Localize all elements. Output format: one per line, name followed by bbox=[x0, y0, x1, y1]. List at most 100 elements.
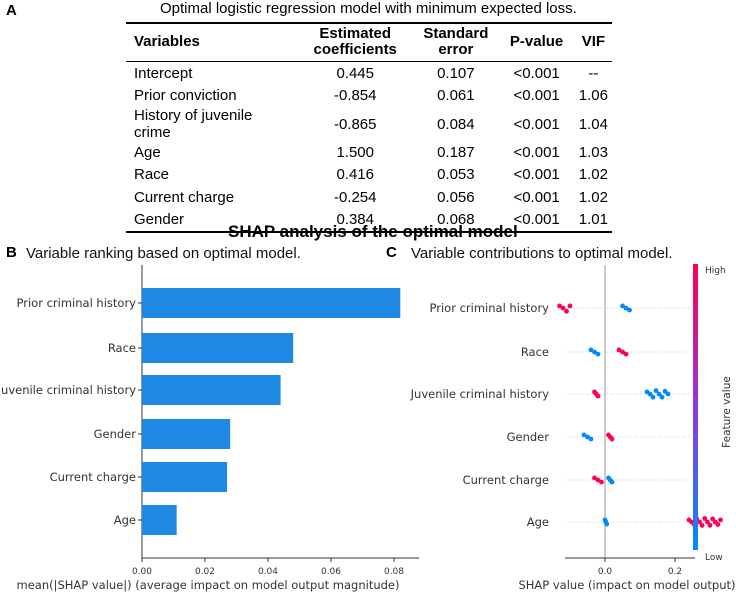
beeswarm-point bbox=[623, 351, 629, 357]
table-row: Current charge -0.254 0.056 <0.001 1.02 bbox=[126, 186, 612, 209]
y-tick-label: Current charge bbox=[50, 470, 136, 484]
beeswarm-point bbox=[581, 432, 587, 438]
bar bbox=[142, 333, 294, 363]
beeswarm-point bbox=[564, 308, 569, 314]
beeswarm-point bbox=[659, 394, 665, 400]
x-tick-label: 0.02 bbox=[195, 567, 215, 577]
bar bbox=[142, 462, 228, 492]
table-row: Gender 0.384 0.068 <0.001 1.01 bbox=[126, 208, 612, 233]
header-estimated-coefficients: Estimated coefficients bbox=[297, 22, 414, 62]
cell-coefficient: 1.500 bbox=[336, 143, 374, 161]
beeswarm-point bbox=[588, 436, 594, 442]
y-tick-label: Prior criminal history bbox=[430, 301, 550, 315]
x-tick-label: 0.2 bbox=[668, 567, 682, 577]
cell-p-value: <0.001 bbox=[498, 208, 575, 233]
beeswarm-point bbox=[653, 388, 659, 393]
cell-standard-error: 0.053 bbox=[437, 166, 475, 184]
header-standard-error: Standard error bbox=[413, 22, 499, 62]
header-p-value: P-value bbox=[498, 22, 575, 62]
cell-p-value: <0.001 bbox=[513, 87, 560, 105]
table-row: Prior conviction -0.854 0.061 <0.001 1.06 bbox=[126, 85, 612, 108]
beeswarm-point bbox=[604, 521, 610, 527]
y-tick-label: Age bbox=[527, 515, 549, 529]
cell-standard-error: 0.187 bbox=[437, 143, 475, 161]
header-vif: VIF bbox=[574, 22, 612, 62]
beeswarm-point bbox=[697, 519, 702, 525]
table-row: Age 1.500 0.187 <0.001 1.03 bbox=[126, 141, 612, 164]
cell-vif: 1.04 bbox=[578, 115, 608, 133]
cell-vif: 1.06 bbox=[578, 87, 608, 105]
cell-coefficient: 0.384 bbox=[297, 208, 414, 233]
beeswarm-point bbox=[656, 391, 662, 397]
beeswarm-point bbox=[718, 517, 723, 523]
cell-vif: 1.03 bbox=[578, 143, 608, 161]
beeswarm-point bbox=[585, 434, 590, 440]
y-tick-label: Gender bbox=[507, 430, 550, 444]
y-tick-label: Race bbox=[108, 341, 136, 355]
panel-b-letter: B bbox=[6, 244, 17, 261]
cell-variable: Prior conviction bbox=[134, 87, 237, 105]
cell-variable: Intercept bbox=[134, 64, 193, 82]
cell-coefficient: -0.854 bbox=[333, 87, 377, 105]
cell-p-value: <0.001 bbox=[513, 143, 560, 161]
cell-standard-error: 0.056 bbox=[437, 188, 475, 206]
panel-a-letter: A bbox=[6, 2, 17, 19]
table-header-row: Variables Estimated coefficients Standard… bbox=[126, 22, 612, 62]
panel-c-caption: Variable contributions to optimal model. bbox=[411, 245, 673, 262]
beeswarm-point bbox=[599, 479, 604, 485]
beeswarm-point bbox=[620, 303, 625, 309]
bar bbox=[142, 288, 401, 318]
table-row: History of juvenile crime -0.865 0.084 <0.0… bbox=[126, 107, 612, 141]
cell-vif: 1.01 bbox=[574, 208, 612, 233]
beeswarm-point bbox=[647, 391, 653, 397]
beeswarm-point bbox=[592, 475, 597, 481]
y-tick-label: Prior criminal history bbox=[17, 296, 137, 310]
y-tick-label: Race bbox=[521, 345, 549, 359]
cell-variable: History of juvenile crime bbox=[134, 107, 253, 141]
cell-variable: Gender bbox=[126, 208, 298, 233]
x-tick-label: 0.04 bbox=[258, 567, 278, 577]
beeswarm-point bbox=[623, 305, 629, 311]
colorbar-low-label: Low bbox=[705, 553, 723, 563]
y-tick-label: Juvenile criminal history bbox=[410, 387, 550, 401]
x-axis-label: mean(|SHAP value|) (average impact on mo… bbox=[17, 578, 400, 592]
bar bbox=[142, 505, 177, 535]
cell-vif: 1.02 bbox=[578, 188, 608, 206]
cell-coefficient: 0.416 bbox=[336, 166, 374, 184]
beeswarm-point bbox=[567, 303, 573, 309]
cell-coefficient: -0.254 bbox=[333, 188, 377, 206]
table-row: Intercept 0.445 0.107 <0.001 -- bbox=[126, 62, 612, 85]
x-tick-label: 0.0 bbox=[598, 567, 613, 577]
beeswarm-point bbox=[707, 522, 713, 528]
y-tick-label: Juvenile criminal history bbox=[0, 383, 136, 397]
bar bbox=[142, 375, 281, 405]
x-tick-label: 0.00 bbox=[132, 567, 152, 577]
cell-p-value: <0.001 bbox=[513, 64, 560, 82]
shap-section-title: SHAP analysis of the optimal model bbox=[228, 222, 518, 241]
cell-p-value: <0.001 bbox=[513, 115, 560, 133]
regression-table: Variables Estimated coefficients Standard… bbox=[126, 22, 612, 233]
beeswarm-point bbox=[595, 477, 601, 483]
cell-vif: 1.02 bbox=[578, 166, 608, 184]
beeswarm-point bbox=[715, 522, 721, 527]
cell-variable: Current charge bbox=[134, 188, 235, 206]
beeswarm-point bbox=[560, 305, 566, 311]
cell-variable: Race bbox=[134, 166, 170, 184]
beeswarm-point bbox=[609, 479, 615, 485]
beeswarm-point bbox=[616, 347, 622, 353]
cell-standard-error: 0.107 bbox=[437, 64, 475, 82]
beeswarm-point bbox=[627, 307, 632, 313]
beeswarm-point bbox=[609, 436, 615, 442]
beeswarm-point bbox=[620, 349, 625, 355]
bar bbox=[142, 419, 231, 449]
cell-coefficient: 0.445 bbox=[336, 64, 374, 82]
cell-coefficient: -0.865 bbox=[333, 115, 377, 133]
y-tick-label: Current charge bbox=[463, 473, 549, 487]
beeswarm-point bbox=[665, 391, 671, 397]
beeswarm-point bbox=[592, 349, 597, 355]
beeswarm-point bbox=[595, 393, 601, 399]
cell-p-value: <0.001 bbox=[513, 188, 560, 206]
cell-standard-error: 0.068 bbox=[413, 208, 499, 233]
